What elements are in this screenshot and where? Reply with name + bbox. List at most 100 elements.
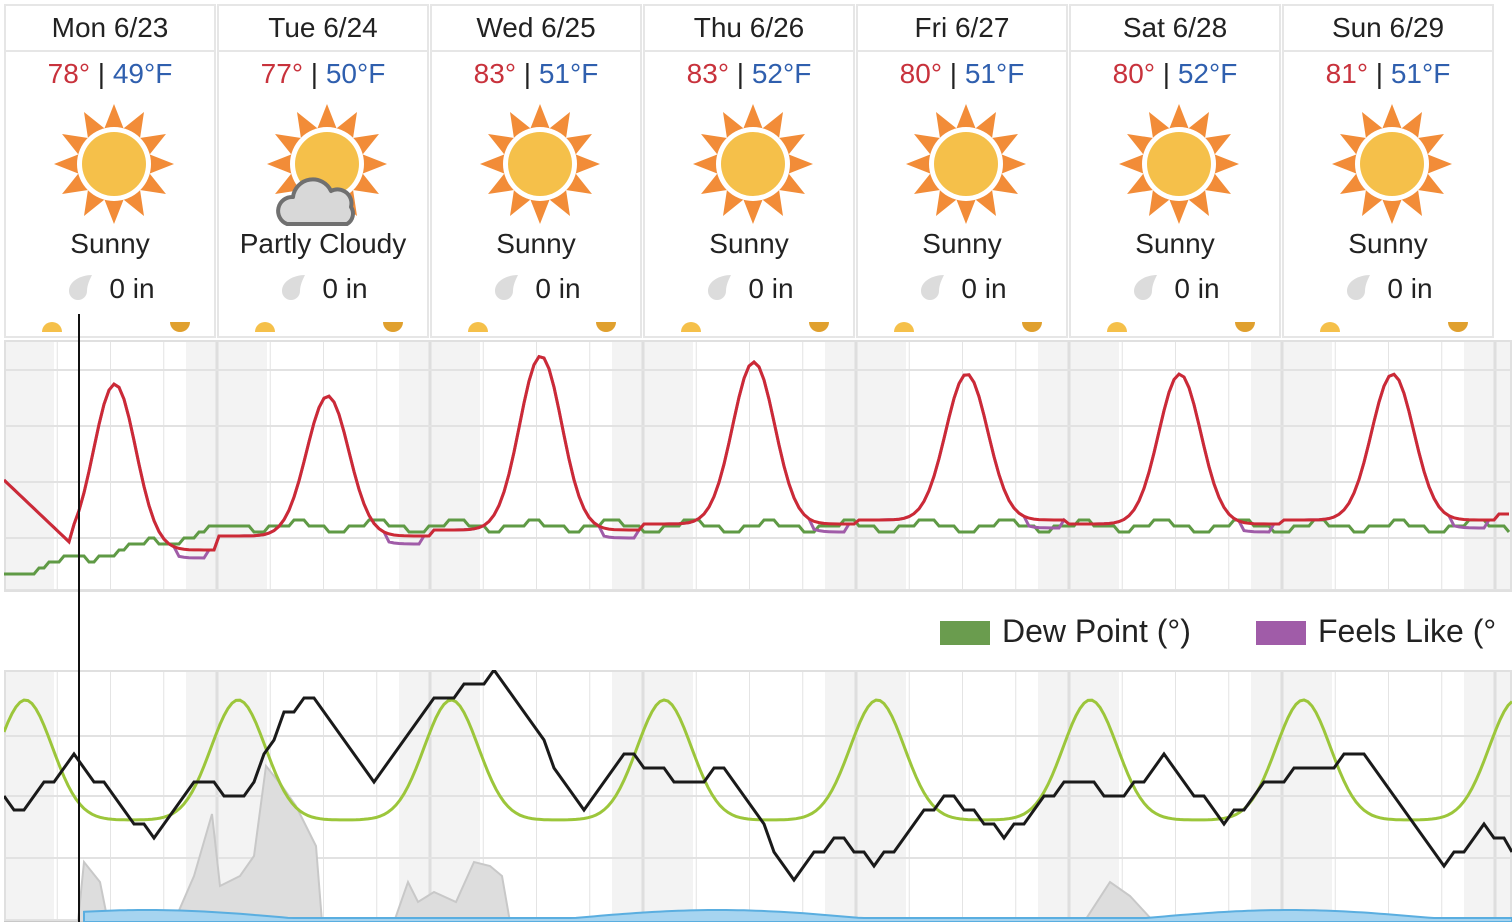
legend-item[interactable]: Dew Point (°): [940, 606, 1191, 656]
night-band: [1251, 340, 1332, 592]
low-temp: 50°F: [325, 58, 386, 89]
partly-cloudy-icon: [267, 104, 387, 226]
sun-icon: [693, 104, 813, 224]
high-temp: 83°: [686, 58, 730, 89]
day-column[interactable]: Fri 6/27 80° | 51°F Sunny 0 in: [856, 4, 1068, 338]
condition-label: Sunny: [1348, 228, 1428, 259]
precipitation-amount: 0 in: [1071, 272, 1279, 308]
sunrise-icon: [255, 322, 275, 332]
sunrise-icon: [468, 322, 488, 332]
precip-value: 0 in: [961, 273, 1007, 304]
wind-speed-line: [4, 670, 1512, 883]
low-temp: 51°F: [1390, 58, 1451, 89]
day-temperatures: 83° | 52°F: [645, 58, 853, 90]
sunset-icon: [1235, 322, 1255, 332]
sunset-icon: [1022, 322, 1042, 332]
condition-label: Sunny: [70, 228, 150, 259]
dew-point-line: [4, 518, 1511, 576]
current-time-marker: [78, 314, 80, 922]
precip-chance-area: [83, 909, 1512, 922]
high-temp: 77°: [260, 58, 304, 89]
day-column[interactable]: Thu 6/26 83° | 52°F Sunny 0 in: [643, 4, 855, 338]
day-column[interactable]: Wed 6/25 83° | 51°F Sunny 0 in: [430, 4, 642, 338]
condition-label: Sunny: [709, 228, 789, 259]
precipitation-amount: 0 in: [219, 272, 427, 308]
cloud-icon: [276, 177, 355, 226]
low-temp: 49°F: [112, 58, 173, 89]
sunrise-icon: [42, 322, 62, 332]
day-label: Wed 6/25: [432, 6, 640, 52]
sun-icon: [1332, 104, 1452, 224]
day-temperatures: 80° | 51°F: [858, 58, 1066, 90]
day-temperatures: 77° | 50°F: [219, 58, 427, 90]
condition-label: Partly Cloudy: [239, 228, 407, 259]
condition-label: Sunny: [1135, 228, 1215, 259]
day-temperatures: 81° | 51°F: [1284, 58, 1492, 90]
temp-separator: |: [1155, 58, 1178, 89]
sunrise-icon: [894, 322, 914, 332]
day-label: Mon 6/23: [6, 6, 214, 52]
day-column[interactable]: Sat 6/28 80° | 52°F Sunny 0 in: [1069, 4, 1281, 338]
precip-value: 0 in: [1387, 273, 1433, 304]
sunrise-icon: [1107, 322, 1127, 332]
raindrop-icon: [708, 275, 732, 300]
sun-icon: [1119, 104, 1239, 224]
low-temp: 51°F: [964, 58, 1025, 89]
high-temp: 78°: [47, 58, 91, 89]
precip-value: 0 in: [322, 273, 368, 304]
sunrise-icon: [1320, 322, 1340, 332]
sunset-icon: [170, 322, 190, 332]
day-temperatures: 78° | 49°F: [6, 58, 214, 90]
precip-value: 0 in: [1174, 273, 1220, 304]
sun-icon: [480, 104, 600, 224]
night-band: [186, 340, 267, 592]
sun-icon: [480, 104, 600, 224]
day-label: Sat 6/28: [1071, 6, 1279, 52]
humidity-wind-chart[interactable]: [4, 670, 1512, 922]
day-label: Thu 6/26: [645, 6, 853, 52]
temp-separator: |: [516, 58, 539, 89]
day-temperatures: 80° | 52°F: [1071, 58, 1279, 90]
night-band: [399, 340, 480, 592]
legend-swatch: [1256, 621, 1306, 645]
day-column[interactable]: Mon 6/23 78° | 49°F Sunny 0 in: [4, 4, 216, 338]
legend-swatch: [940, 621, 990, 645]
temp-separator: |: [1368, 58, 1391, 89]
day-column[interactable]: Tue 6/24 77° | 50°F Partly Cloudy 0 in: [217, 4, 429, 338]
night-band: [612, 340, 693, 592]
temp-separator: |: [303, 58, 326, 89]
legend-item[interactable]: Feels Like (°: [1256, 606, 1496, 656]
raindrop-icon: [69, 275, 93, 300]
sunset-icon: [1448, 322, 1468, 332]
low-temp: 52°F: [1177, 58, 1238, 89]
night-band: [1464, 340, 1512, 592]
daily-forecast-strip: Mon 6/23 78° | 49°F Sunny 0 in Tue 6/24 77° |…: [4, 4, 1512, 338]
sunset-icon: [809, 322, 829, 332]
night-band: [4, 340, 54, 592]
night-band: [1038, 340, 1119, 592]
legend-label: Dew Point (°): [1002, 613, 1191, 649]
day-column[interactable]: Sun 6/29 81° | 51°F Sunny 0 in: [1282, 4, 1494, 338]
sun-icon: [1119, 104, 1239, 224]
raindrop-icon: [1347, 275, 1371, 300]
high-temp: 83°: [473, 58, 517, 89]
raindrop-icon: [921, 275, 945, 300]
condition-label: Sunny: [496, 228, 576, 259]
condition-label: Sunny: [922, 228, 1002, 259]
day-temperatures: 83° | 51°F: [432, 58, 640, 90]
temp-separator: |: [729, 58, 752, 89]
low-temp: 51°F: [538, 58, 599, 89]
precipitation-amount: 0 in: [1284, 272, 1492, 308]
night-band: [825, 340, 906, 592]
precipitation-amount: 0 in: [6, 272, 214, 308]
temperature-chart[interactable]: [4, 340, 1512, 592]
raindrop-icon: [1134, 275, 1158, 300]
sun-icon: [906, 104, 1026, 224]
sun-icon: [906, 104, 1026, 224]
low-temp: 52°F: [751, 58, 812, 89]
precipitation-amount: 0 in: [645, 272, 853, 308]
temp-separator: |: [942, 58, 965, 89]
temp-separator: |: [90, 58, 113, 89]
day-label: Sun 6/29: [1284, 6, 1492, 52]
precip-value: 0 in: [535, 273, 581, 304]
